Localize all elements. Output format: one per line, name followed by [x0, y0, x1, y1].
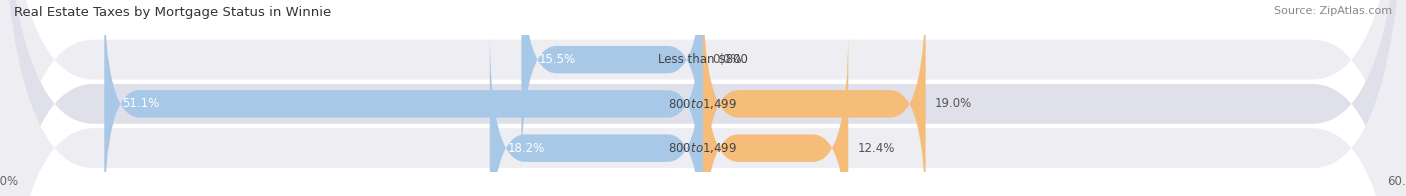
Text: 12.4%: 12.4%: [858, 142, 896, 155]
Text: 51.1%: 51.1%: [122, 97, 159, 110]
Text: 15.5%: 15.5%: [538, 53, 576, 66]
FancyBboxPatch shape: [489, 29, 703, 196]
Text: Real Estate Taxes by Mortgage Status in Winnie: Real Estate Taxes by Mortgage Status in …: [14, 6, 332, 19]
Text: $800 to $1,499: $800 to $1,499: [668, 141, 738, 155]
Text: 0.0%: 0.0%: [713, 53, 742, 66]
Text: $800 to $1,499: $800 to $1,499: [668, 97, 738, 111]
FancyBboxPatch shape: [703, 0, 925, 196]
Text: Source: ZipAtlas.com: Source: ZipAtlas.com: [1274, 6, 1392, 16]
FancyBboxPatch shape: [104, 0, 703, 196]
FancyBboxPatch shape: [703, 29, 848, 196]
Text: 19.0%: 19.0%: [935, 97, 972, 110]
Text: 18.2%: 18.2%: [508, 142, 544, 155]
FancyBboxPatch shape: [522, 0, 703, 179]
Text: Less than $800: Less than $800: [658, 53, 748, 66]
